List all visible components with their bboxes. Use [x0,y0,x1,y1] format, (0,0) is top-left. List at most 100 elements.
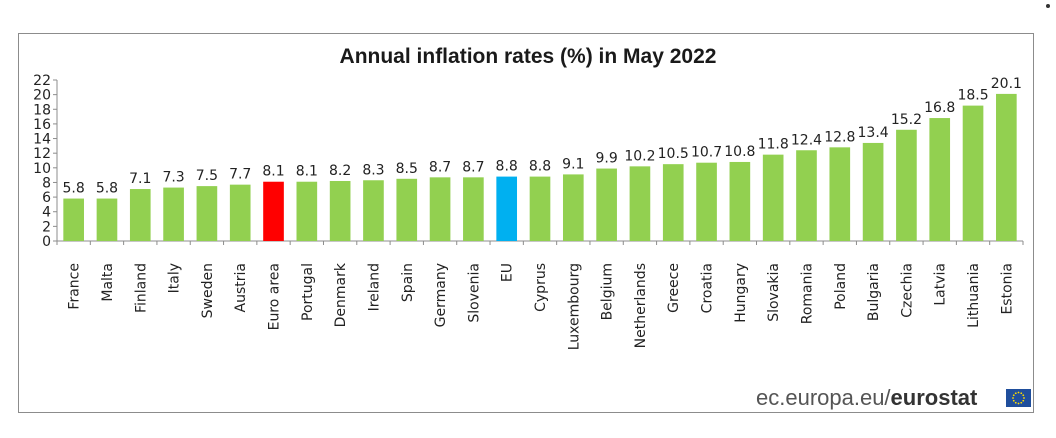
x-tick-label: Ireland [366,263,382,311]
bar-czechia [896,129,917,241]
x-tick-label: Belgium [600,263,616,320]
chart-bars [63,93,1017,242]
x-tick-label: Finland [133,263,149,313]
bar-croatia [696,162,717,241]
chart-title: Annual inflation rates (%) in May 2022 [339,45,717,68]
x-tick-label: Italy [167,263,183,293]
x-tick-label: Bulgaria [866,263,882,321]
x-tick-label: France [67,263,83,310]
y-tick-label: 12 [33,146,51,162]
y-tick-label: 4 [42,205,51,221]
x-tick-label: Austria [233,263,249,312]
value-label: 8.7 [462,159,484,175]
bar-france [63,198,84,241]
value-label: 8.8 [496,159,518,175]
x-tick-label: Estonia [999,263,1015,315]
source-footer: ec.europa.eu/eurostat [756,385,977,411]
y-tick-label: 16 [33,117,51,133]
y-tick-label: 0 [42,234,51,250]
flag-star [1017,402,1020,405]
value-label: 8.1 [262,164,284,180]
flag-star [1022,394,1025,397]
x-tick-label: Malta [100,263,116,302]
value-label: 8.7 [429,159,451,175]
bar-austria [229,184,251,241]
x-tick-label: EU [500,263,516,282]
x-tick-label: Portugal [300,263,316,321]
value-label: 8.3 [362,162,384,178]
value-label: 7.5 [196,168,218,184]
bar-germany [429,177,451,241]
value-label: 10.2 [624,148,655,164]
flag-star [1020,392,1023,395]
value-label: 13.4 [858,125,889,141]
x-tick-label: Croatia [700,263,716,313]
x-tick-label: Sweden [200,263,216,318]
x-tick-label: Czechia [899,263,915,318]
value-label: 9.9 [595,151,617,167]
x-tick-label: Poland [833,263,849,310]
value-label: 7.7 [229,167,251,183]
source-site: ec.europa.eu/ [756,385,891,410]
x-tick-label: Netherlands [633,263,649,348]
x-tick-label: Slovenia [466,263,482,323]
bar-lithuania [962,105,984,241]
bar-poland [829,147,851,241]
bar-eu [496,176,518,241]
bar-estonia [996,93,1017,242]
flag-star [1014,401,1017,404]
x-tick-label: Latvia [933,263,949,306]
x-tick-label: Denmark [333,262,349,327]
bar-italy [163,187,184,241]
flag-star [1022,399,1025,402]
flag-star [1012,397,1014,399]
flag-star [1017,391,1020,394]
x-tick-label: Romania [799,263,815,324]
value-label: 5.8 [63,181,85,197]
value-label: 12.8 [824,129,855,145]
x-tick-label: Euro area [267,263,283,330]
value-label: 10.7 [691,145,722,161]
y-tick-label: 6 [42,190,51,206]
x-tick-label: Greece [666,263,682,313]
y-tick-label: 22 [33,73,51,89]
x-tick-label: Slovakia [766,263,782,322]
value-label: 10.8 [724,144,755,160]
bar-finland [129,189,151,241]
value-label: 11.8 [758,137,789,153]
value-label: 8.5 [396,161,418,177]
y-tick-label: 8 [42,175,51,191]
chart-x-tick-labels: France Malta Finland Italy Sweden Austria Euro… [67,262,1016,350]
value-label: 20.1 [991,76,1022,92]
y-tick-label: 2 [42,219,51,235]
bar-spain [396,178,418,241]
bar-greece [662,164,684,241]
value-label: 8.8 [529,159,551,175]
y-tick-label: 18 [33,102,51,118]
value-label: 8.1 [296,164,318,180]
source-brand: eurostat [890,385,978,410]
bar-bulgaria [862,142,884,241]
x-tick-label: Spain [400,263,416,302]
corner-dot [1046,4,1050,8]
value-label: 12.4 [791,132,822,148]
flag-star [1020,401,1023,404]
bar-denmark [329,180,351,241]
value-label: 15.2 [891,112,922,128]
bar-malta [96,198,118,241]
flag-star [1012,394,1015,397]
bar-slovakia [762,154,784,241]
x-tick-label: Lithuania [966,263,982,328]
value-label: 9.1 [562,156,584,172]
bar-cyprus [529,176,551,241]
x-tick-label: Cyprus [533,263,549,312]
value-label: 7.3 [162,170,184,186]
flag-star [1023,397,1025,399]
value-label: 10.5 [658,146,689,162]
bar-ireland [363,180,384,241]
bar-latvia [929,118,951,241]
eu-flag-icon [1006,389,1031,407]
value-label: 5.8 [96,181,118,197]
